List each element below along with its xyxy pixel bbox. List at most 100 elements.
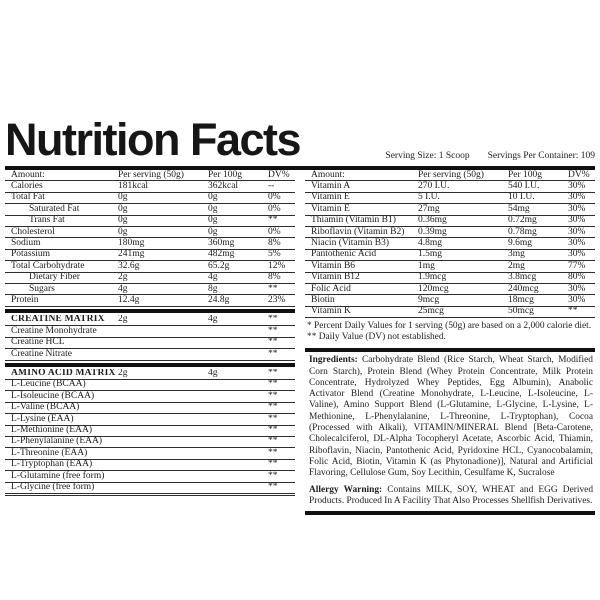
dv-value: 30% [568,284,586,294]
table-row: Vitamin E 27mg 54mg 30% [305,204,595,216]
serving-info: Serving Size: 1 Scoop Servings Per Conta… [385,151,595,164]
per-100g-value [208,397,268,398]
label-header: Nutrition Facts Serving Size: 1 Scoop Se… [5,116,595,164]
dv-value: 23% [268,295,286,305]
nutrient-name: Protein [11,295,39,305]
nutrition-table-right: Amount: Per serving (50g) Per 100g DV% Vitam… [305,170,595,319]
header-dv-percent: DV% [568,170,590,180]
table-row: Vitamin E 5 I.U. 10 I.U. 30% [305,192,595,205]
per-100g-value [208,332,268,333]
table-row: Trans Fat 0g 0g ** [5,215,295,228]
per-100g-value: 54mg [508,204,530,214]
nutrient-name: L-Isoleucine (BCAA) [11,391,95,401]
ingredients-label: Ingredients: [309,355,358,366]
nutrient-name: L-Leucine (BCAA) [11,379,86,390]
per-100g-value: 0g [208,215,218,226]
nutrient-name: Cholesterol [11,227,55,237]
nutrient-name: Folic Acid [311,284,351,294]
nutrient-name: Calories [11,181,43,191]
nutrient-name: L-Glycine (free form) [11,482,95,493]
per-100g-value: 4g [208,314,218,325]
nutrient-name: Total Fat [11,192,45,203]
dv-value: 30% [568,215,586,226]
table-row: L-Isoleucine (BCAA) ** [5,391,295,403]
per-100g-value: 65.2g [208,261,230,271]
nutrient-name: Vitamin B6 [311,261,356,271]
per-100g-value [208,386,268,387]
per-100g-value: 0g [208,204,218,214]
per-serving-value [118,477,208,478]
per-serving-value: 1mg [418,261,435,271]
dv-value: 30% [568,192,586,203]
table-row: Folic Acid 120mcg 240mcg 30% [305,284,595,296]
per-serving-value [118,355,208,356]
per-serving-value: 9mcg [418,295,440,305]
per-100g-value: 2mg [508,261,525,271]
table-header-row: Amount: Per serving (50g) Per 100g DV% [305,170,595,182]
per-serving-value: 0.39mg [418,227,447,237]
table-row: Protein 12.4g 24.8g 23% [5,295,295,307]
nutrient-name: Vitamin A [311,181,351,191]
dv-value: ** [268,448,278,458]
dv-value: ** [268,326,278,336]
per-serving-value: 180mg [118,238,145,248]
table-row: L-Leucine (BCAA) ** [5,379,295,392]
nutrient-name: L-Threonine (EAA) [11,448,88,458]
per-100g-value [208,454,268,455]
per-serving-value: 0g [118,192,128,203]
nutrient-name: Sugars [29,284,55,294]
per-serving-value: 0g [118,227,128,237]
table-row: Cholesterol 0g 0g 0% [5,227,295,239]
header-per-100g: Per 100g [208,170,243,180]
header-per-100g: Per 100g [508,170,543,180]
per-100g-value: 482mg [208,249,235,260]
per-serving-value [118,409,208,410]
per-serving-value [118,432,208,433]
per-100g-value [208,443,268,444]
table-row: Thiamin (Vitamin B1) 0.36mg 0.72mg 30% [305,215,595,228]
per-serving-value [118,332,208,333]
table-row: Calories 181kcal 362kcal -- [5,181,295,193]
dv-value: ** [268,402,278,413]
table-row: L-Valine (BCAA) ** [5,402,295,415]
dv-value: 80% [568,272,586,283]
nutrient-name: Pantothenic Acid [311,249,377,260]
right-column: Amount: Per serving (50g) Per 100g DV% Vitam… [305,170,595,516]
table-row: L-Glutamine (free form) ** [5,471,295,483]
per-serving-value: 12.4g [118,295,140,305]
table-row: Vitamin A 270 I.U. 540 I.U. 30% [305,181,595,193]
per-serving-value: 2g [118,368,128,379]
nutrient-name: AMINO ACID MATRIX [11,368,116,379]
footnote-not-established: ** Daily Value (DV) not established. [307,332,446,343]
per-serving-value [118,466,208,467]
table-row: Niacin (Vitamin B3) 4.8mg 9.6mg 30% [305,238,595,250]
dv-value: ** [268,337,278,348]
per-100g-value [208,355,268,356]
servings-per-container-text: Servings Per Container: 109 [487,151,595,161]
nutrient-name: Potassium [11,249,51,260]
bottom-thick-bar [305,511,595,516]
table-row: L-Lysine (EAA) ** [5,414,295,426]
per-serving-value [118,386,208,387]
nutrient-name: L-Tryptophan (EAA) [11,459,93,470]
header-amount: Amount: [311,170,345,180]
dv-value: 8% [268,272,281,283]
left-column: Amount: Per serving (50g) Per 100g DV% Calor… [5,170,295,496]
nutrient-name: L-Valine (BCAA) [11,402,80,413]
per-100g-value: 540 I.U. [508,181,540,191]
nutrient-name: Vitamin E [311,204,350,214]
header-per-serving: Per serving (50g) [418,170,484,180]
nutrient-name: L-Lysine (EAA) [11,414,74,424]
nutrient-name: Biotin [311,295,335,305]
table-row: Total Carbohydrate 32.6g 65.2g 12% [5,261,295,273]
dv-value: 30% [568,238,586,248]
dv-value: 77% [568,261,586,271]
per-100g-value [208,409,268,410]
header-amount: Amount: [11,170,45,180]
nutrient-name: Thiamin (Vitamin B1) [311,215,396,226]
nutrient-name: Vitamin E [311,192,350,203]
nutrient-name: Dietary Fiber [29,272,80,283]
nutrient-name: Riboflavin (Vitamin B2) [311,227,405,237]
dv-value: ** [268,425,278,436]
top-thick-bar [5,166,595,170]
